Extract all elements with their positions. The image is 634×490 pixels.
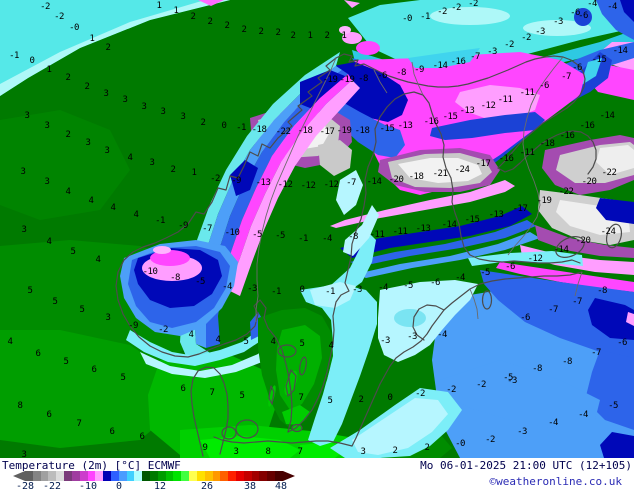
scale-segment	[103, 471, 111, 481]
east-cold-pools	[496, 135, 634, 292]
scale-segment	[220, 471, 229, 481]
scale-segment	[64, 471, 72, 481]
legend-title: Temperature (2m) [°C] ECMWF	[2, 459, 181, 472]
scale-segment	[165, 471, 174, 481]
scale-segment	[48, 471, 57, 481]
scale-segment	[212, 471, 221, 481]
scale-segment	[71, 471, 80, 481]
temperature-map: -2 -2 -0 1 2 1 1 2 2 2 2 2 2 2 1 2 1 -0 -1 -2 -2 -2 -3 -2 -2 -3 -3…	[0, 0, 634, 460]
scale-bar	[25, 471, 283, 481]
legend-bar: Temperature (2m) [°C] ECMWF Mo 06-01-202…	[0, 458, 634, 490]
datetime-text: Mo 06-01-2025 21:00 UTC (12+105)	[420, 459, 632, 472]
scale-segment	[110, 471, 119, 481]
scale-segment	[189, 471, 197, 481]
scale-segment	[56, 471, 65, 481]
scale-segment	[196, 471, 205, 481]
scale-tick: 12	[153, 481, 167, 490]
scale-segment	[150, 471, 158, 481]
scale-segment	[173, 471, 182, 481]
scale-segment	[118, 471, 127, 481]
lapland-layer	[318, 48, 585, 278]
scale-segment	[40, 471, 49, 481]
scale-segment	[95, 471, 104, 481]
coastline-layer	[115, 53, 623, 457]
scale-arrow-right	[283, 471, 295, 481]
scale-segment	[79, 471, 88, 481]
scale-tick: -28	[15, 481, 35, 490]
scale-segment	[157, 471, 166, 481]
scale-tick: -22	[42, 481, 62, 490]
scale-segment	[267, 471, 275, 481]
scale-segment	[251, 471, 260, 481]
copyright-link[interactable]: ©weatheronline.co.uk	[489, 475, 622, 488]
southeast-layer	[432, 270, 634, 458]
scale-segment	[134, 471, 143, 481]
scale-segment	[142, 471, 150, 481]
scale-segment	[204, 471, 213, 481]
scale-segment	[243, 471, 252, 481]
scale-tick: 0	[115, 481, 123, 490]
scale-tick: 38	[243, 481, 257, 490]
border-layer	[255, 56, 583, 322]
scale-segment	[259, 471, 268, 481]
scale-segment	[87, 471, 96, 481]
scale-arrow-left	[13, 471, 25, 481]
scale-segment	[25, 471, 33, 481]
scale-segment	[126, 471, 135, 481]
norway-layer	[120, 52, 363, 360]
color-scale: -28 -22 -10 0 12 26 38 48	[0, 471, 320, 490]
baltic-layer	[126, 205, 583, 458]
scale-segment	[275, 471, 283, 481]
scale-tick: -10	[78, 481, 98, 490]
scale-segment	[181, 471, 190, 481]
scale-segment	[32, 471, 41, 481]
scale-tick: 26	[200, 481, 214, 490]
finland-cold-pool	[378, 148, 500, 192]
scale-segment	[235, 471, 244, 481]
map-canvas	[0, 0, 634, 458]
scale-tick: 48	[274, 481, 288, 490]
scale-segment	[228, 471, 236, 481]
